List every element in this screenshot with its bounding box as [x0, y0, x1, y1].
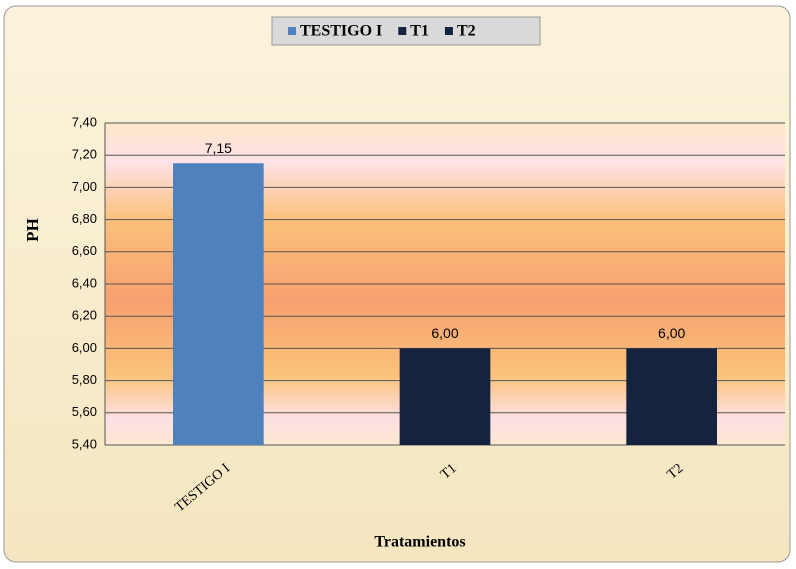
legend-label: T1 [410, 23, 429, 40]
bar [173, 163, 264, 445]
y-tick-label: 7,00 [72, 179, 97, 194]
bar [399, 348, 491, 445]
legend-swatch [398, 27, 407, 35]
value-label: 6,00 [431, 325, 458, 341]
y-tick-label: 5,60 [72, 404, 97, 419]
y-tick-label: 6,60 [72, 243, 97, 258]
legend [271, 16, 541, 46]
y-tick-label: 7,40 [72, 114, 97, 129]
legend-swatch [288, 27, 296, 35]
legend-label: T2 [457, 23, 476, 40]
y-tick-label: 6,00 [72, 340, 97, 355]
y-tick-label: 6,20 [72, 308, 97, 323]
y-axis-label: PH [23, 218, 42, 242]
bar [626, 348, 717, 445]
x-axis-label: Tratamientos [374, 534, 465, 551]
value-label: 6,00 [658, 325, 685, 341]
legend-swatch [444, 27, 453, 35]
legend-label: TESTIGO I [300, 23, 382, 40]
y-tick-label: 7,20 [72, 147, 97, 162]
value-label: 7,15 [205, 140, 232, 156]
y-tick-label: 6,40 [72, 275, 97, 290]
y-tick-label: 5,40 [72, 436, 97, 451]
y-tick-label: 6,80 [72, 211, 97, 226]
y-tick-label: 5,80 [72, 372, 97, 387]
